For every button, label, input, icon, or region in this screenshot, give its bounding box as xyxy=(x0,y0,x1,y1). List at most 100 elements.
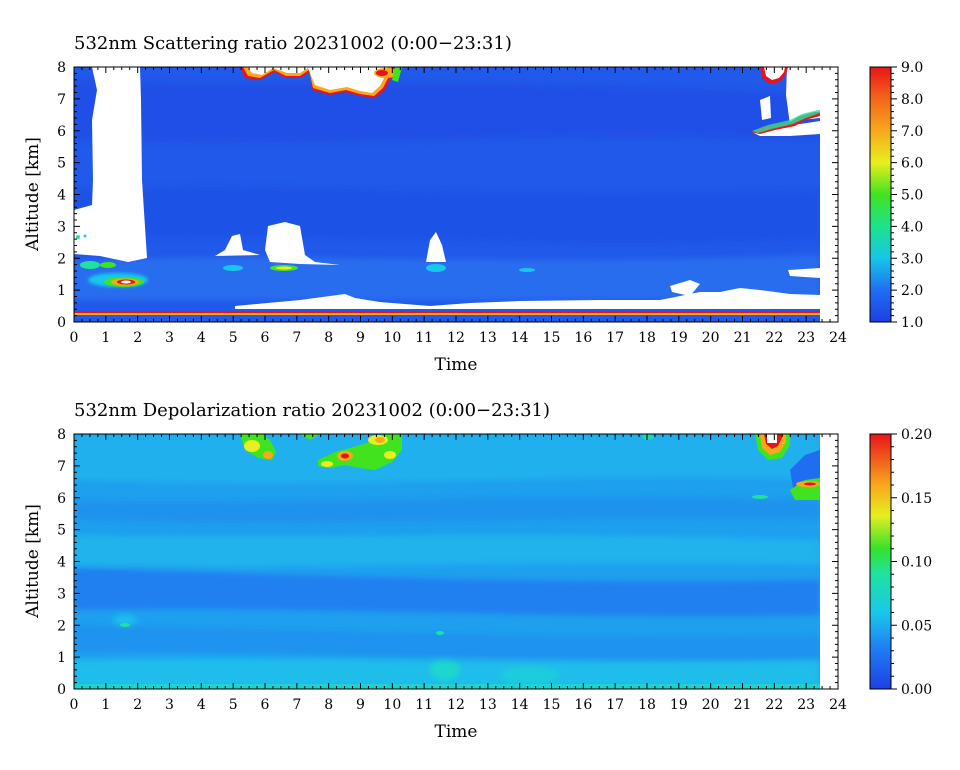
aerosol-patch-center xyxy=(100,262,116,268)
depolarization-x-tick-label: 24 xyxy=(829,697,847,713)
scattering-x-tick-label: 16 xyxy=(574,330,592,346)
missing-region-right-shelf xyxy=(752,121,820,136)
scattering-x-tick-label: 23 xyxy=(797,330,815,346)
depolarization-colorbar-fill xyxy=(869,433,892,690)
depol-patch-early xyxy=(113,615,137,625)
scattering-y-tick-label: 0 xyxy=(57,315,66,331)
depolarization-x-tick-label: 20 xyxy=(702,697,720,713)
depolarization-cbar-tick-label: 0.15 xyxy=(901,491,932,507)
scattering-cbar-tick-label: 1.0 xyxy=(901,315,923,331)
depolarization-x-tick-label: 4 xyxy=(197,697,206,713)
depol-cloud-a-hot xyxy=(263,451,273,459)
depolarization-x-tick-label: 23 xyxy=(797,697,815,713)
scattering-y-tick-label: 7 xyxy=(57,92,66,108)
depolarization-x-tick-label: 3 xyxy=(165,697,174,713)
depolarization-y-label: Altitude [km] xyxy=(23,504,43,619)
depolarization-ratio-panel: 532nm Depolarization ratio 20231002 (0:0… xyxy=(23,400,932,742)
scattering-cbar-tick-label: 8.0 xyxy=(901,92,923,108)
missing-region-early xyxy=(74,67,147,262)
scattering-x-tick-label: 4 xyxy=(197,330,206,346)
scattering-cbar-tick-label: 9.0 xyxy=(901,60,923,76)
scattering-x-tick-label: 22 xyxy=(765,330,783,346)
missing-region-near-surface xyxy=(235,288,820,309)
scattering-x-tick-label: 18 xyxy=(638,330,656,346)
aerosol-patch-mid-core xyxy=(276,266,292,270)
scattering-x-tick-label: 9 xyxy=(356,330,365,346)
scattering-x-tick-label: 21 xyxy=(734,330,752,346)
scattering-x-tick-label: 5 xyxy=(229,330,238,346)
missing-region-right-low-b xyxy=(788,268,820,278)
scattering-x-tick-label: 10 xyxy=(383,330,401,346)
scattering-x-tick-label: 8 xyxy=(324,330,333,346)
scattering-x-tick-label: 19 xyxy=(670,330,688,346)
depolarization-colorbar: 0.00 0.05 0.10 0.15 0.20 xyxy=(869,427,932,698)
aerosol-patch-evening xyxy=(519,268,535,272)
depolarization-x-tick-label: 8 xyxy=(324,697,333,713)
scattering-cbar-tick-label: 5.0 xyxy=(901,188,923,204)
depolarization-x-tick-label: 10 xyxy=(383,697,401,713)
missing-region-right-low xyxy=(670,280,700,296)
depolarization-x-tick-label: 15 xyxy=(543,697,561,713)
depol-cloud-c-bottom xyxy=(321,461,333,467)
scattering-colorbar: 1.0 2.0 3.0 4.0 5.0 6.0 7.0 8.0 9.0 xyxy=(869,60,923,331)
scattering-y-tick-label: 5 xyxy=(57,156,66,172)
depolarization-cbar-tick-label: 0.05 xyxy=(901,618,932,634)
missing-region-small-a xyxy=(215,234,260,256)
scattering-x-tick-label: 20 xyxy=(702,330,720,346)
scattering-missing-data xyxy=(74,67,838,322)
depolarization-x-tick-label: 14 xyxy=(511,697,529,713)
depolarization-x-tick-label: 2 xyxy=(133,697,142,713)
depol-patch-afternoon xyxy=(500,667,560,683)
aerosol-patch-noon xyxy=(426,264,446,272)
depolarization-x-tick-label: 21 xyxy=(734,697,752,713)
missing-region-right-top-a xyxy=(760,96,771,120)
scattering-axes: 0 1 2 3 4 5 6 7 8 9 10 11 12 13 14 15 16 17 18 19 20 21 22 23 24… xyxy=(57,60,847,346)
scattering-x-tick-label: 24 xyxy=(829,330,847,346)
scattering-x-tick-label: 1 xyxy=(101,330,110,346)
depolarization-x-tick-label: 6 xyxy=(261,697,270,713)
depol-lower-band xyxy=(74,625,820,662)
scattering-x-tick-label: 3 xyxy=(165,330,174,346)
scattering-x-tick-label: 11 xyxy=(415,330,433,346)
depolarization-title: 532nm Depolarization ratio 20231002 (0:0… xyxy=(74,400,550,421)
depolarization-x-tick-label: 1 xyxy=(101,697,110,713)
aerosol-patch-left xyxy=(80,261,100,269)
scattering-y-label: Altitude [km] xyxy=(23,137,43,252)
missing-region-spike xyxy=(426,232,446,262)
depolarization-y-tick-label: 2 xyxy=(57,618,66,634)
depolarization-x-tick-label: 19 xyxy=(670,697,688,713)
cloud-b-shelf-green xyxy=(752,110,820,133)
scattering-x-tick-label: 14 xyxy=(511,330,529,346)
scattering-upper-clouds xyxy=(240,67,820,134)
depolarization-cbar-tick-label: 0.00 xyxy=(901,682,932,698)
depolarization-surface-band xyxy=(74,684,820,689)
scattering-y-tick-label: 1 xyxy=(57,283,66,299)
depolarization-texture xyxy=(74,434,820,689)
cloud-a-core xyxy=(247,67,388,93)
depolarization-x-tick-label: 18 xyxy=(638,697,656,713)
depolarization-x-tick-label: 13 xyxy=(479,697,497,713)
depolarization-y-tick-label: 4 xyxy=(57,555,66,571)
depol-patch-afternoon-top xyxy=(642,434,654,440)
depolarization-y-tick-label: 1 xyxy=(57,650,66,666)
depol-deep-band xyxy=(74,568,820,617)
depol-light-band xyxy=(74,535,820,567)
scattering-title: 532nm Scattering ratio 20231002 (0:00−23… xyxy=(74,33,512,54)
depolarization-x-label: Time xyxy=(435,722,478,742)
scattering-mid-band xyxy=(74,187,820,243)
scattering-cbar-tick-label: 6.0 xyxy=(901,156,923,172)
scattering-dot-b xyxy=(83,234,87,238)
scattering-cbar-tick-label: 2.0 xyxy=(901,283,923,299)
depolarization-y-tick-label: 7 xyxy=(57,459,66,475)
scattering-x-tick-label: 0 xyxy=(70,330,79,346)
depol-patch-early-low xyxy=(120,623,130,627)
scattering-x-tick-label: 15 xyxy=(543,330,561,346)
scattering-y-tick-label: 4 xyxy=(57,188,66,204)
cloud-a-edge-core xyxy=(376,70,388,76)
depolarization-x-tick-label: 0 xyxy=(70,697,79,713)
aerosol-core xyxy=(121,280,131,284)
depolarization-cbar-tick-label: 0.20 xyxy=(901,427,932,443)
depol-top-band xyxy=(74,434,820,483)
depol-cloud-c-tail xyxy=(384,451,396,459)
